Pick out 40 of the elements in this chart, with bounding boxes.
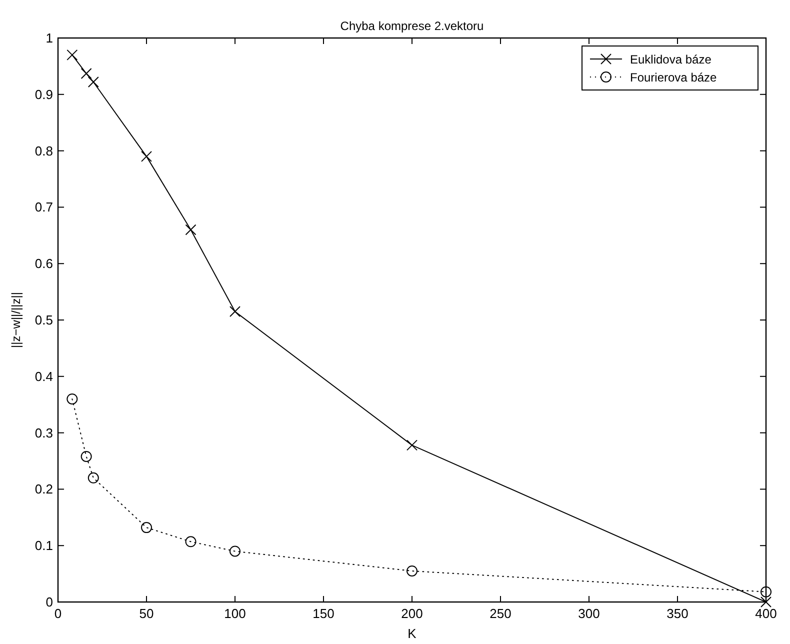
point (760, 586, 772, 598)
y-tick-label: 0.2 (34, 482, 53, 497)
y-tick-label: 0.6 (34, 256, 53, 272)
point (406, 565, 418, 576)
y-tick-label: 0.7 (34, 200, 53, 215)
point (185, 224, 196, 236)
x-axis-title: K (408, 626, 417, 641)
x-tick-label: 400 (755, 606, 777, 621)
x-tick-label: 300 (578, 606, 600, 621)
y-axis-title: ||z−w||/||z|| (9, 292, 23, 348)
legend-label: Fourierova báze (630, 70, 718, 84)
point (66, 393, 78, 404)
point (80, 68, 92, 80)
x-tick-label: 250 (490, 606, 512, 621)
point (230, 546, 240, 557)
y-tick-label: 1 (46, 30, 53, 46)
y-tick-label: 0.9 (34, 86, 53, 102)
x-tick-label: 350 (666, 606, 688, 621)
point (141, 150, 152, 162)
point (406, 440, 418, 451)
y-tick-label: 0.4 (34, 368, 53, 384)
point (230, 306, 240, 318)
x-tick-label: 150 (312, 606, 334, 621)
y-tick-label: 0.5 (34, 312, 53, 328)
point (88, 472, 99, 484)
y-tick-label: 0.8 (34, 143, 53, 158)
point (141, 522, 152, 534)
point (66, 49, 78, 60)
y-tick-label: 0 (46, 594, 53, 610)
x-tick-label: 200 (401, 606, 423, 621)
point (760, 596, 772, 608)
point (88, 76, 99, 88)
chart-title: Chyba komprese 2.vektoru (340, 19, 484, 33)
x-tick-label: 50 (139, 606, 154, 621)
x-tick-label: 100 (224, 606, 246, 621)
y-tick-label: 0.1 (34, 538, 53, 554)
y-tick-label: 0.3 (34, 425, 53, 440)
point (80, 450, 92, 462)
legend-label: Euklidova báze (630, 52, 712, 66)
point (185, 536, 196, 548)
